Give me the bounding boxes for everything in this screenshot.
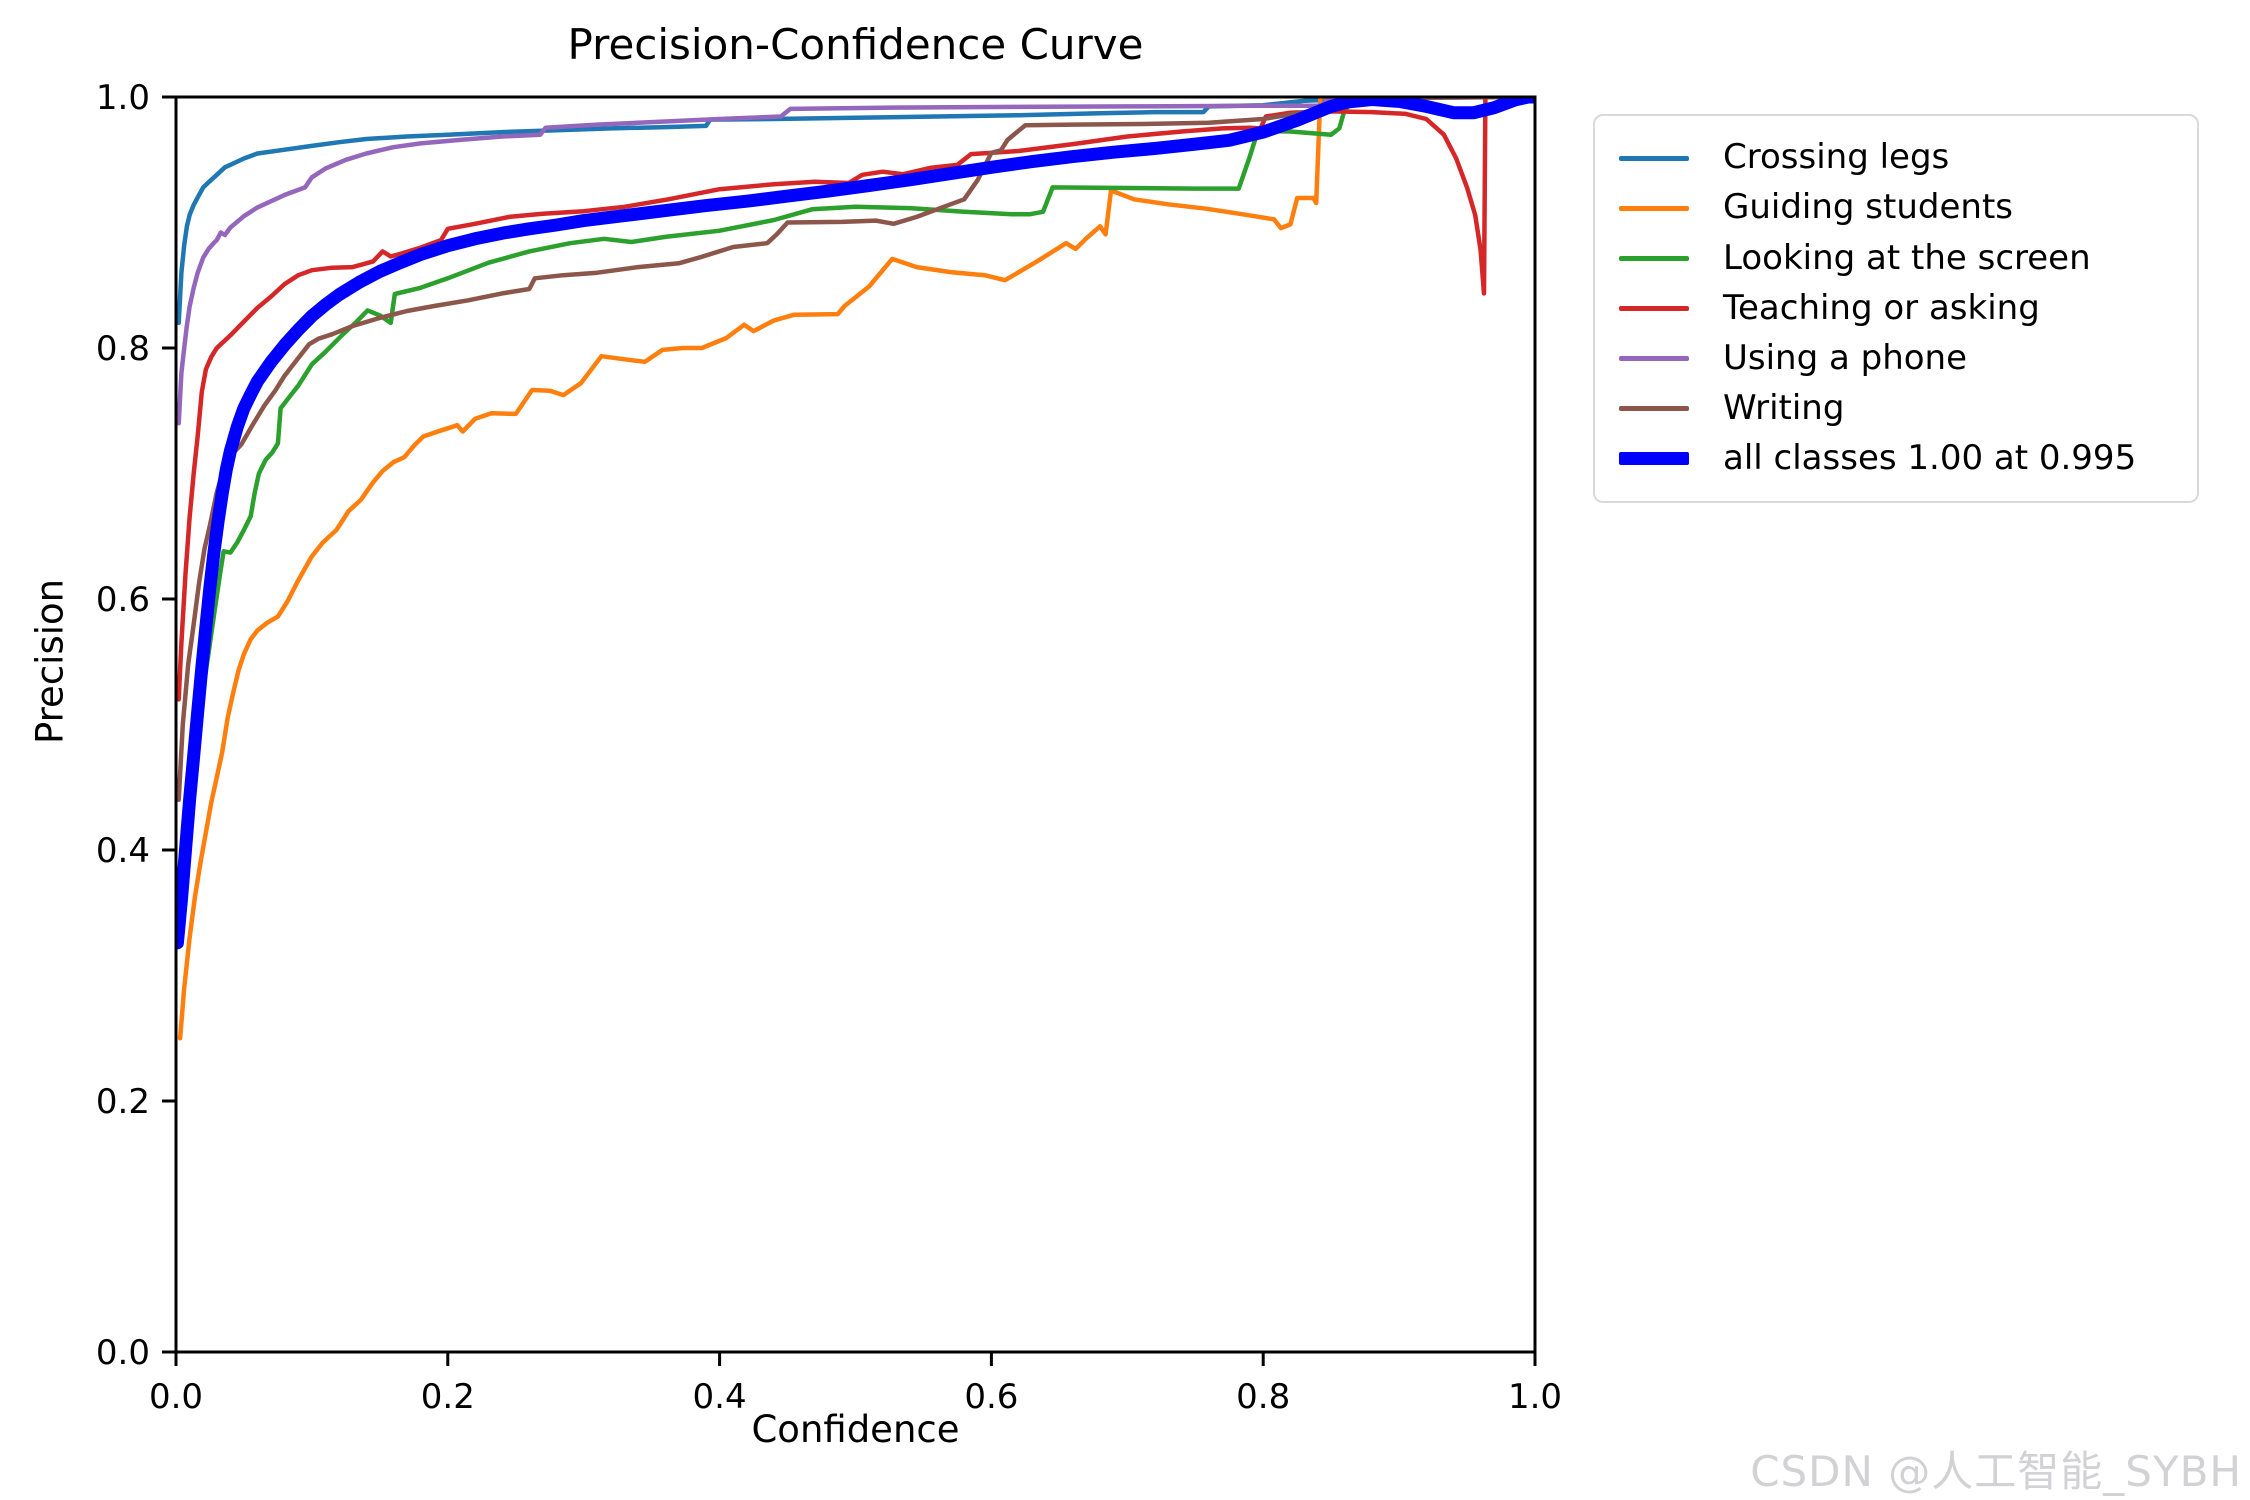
legend-item: all classes 1.00 at 0.995 [1619, 437, 2173, 481]
series-line-teaching-or-asking [176, 97, 1535, 702]
series-line-looking-at-the-screen [176, 97, 1535, 890]
y-tick-label: 0.8 [96, 329, 150, 369]
legend-item: Writing [1619, 387, 2173, 431]
legend-label: Using a phone [1723, 337, 1968, 378]
legend-item: Looking at the screen [1619, 236, 2173, 280]
legend-swatch [1619, 305, 1689, 311]
x-tick-label: 0.0 [149, 1377, 203, 1417]
x-tick-label: 0.2 [421, 1377, 475, 1417]
watermark-text: CSDN @人工智能_SYBH [1750, 1447, 2242, 1496]
legend-label: Writing [1723, 388, 1845, 429]
series-line-using-a-phone [176, 97, 1535, 426]
y-tick-label: 0.4 [96, 831, 150, 871]
x-tick-label: 1.0 [1508, 1377, 1562, 1417]
y-axis-label: Precision [28, 578, 72, 744]
legend-swatch [1619, 205, 1689, 211]
x-axis-label: Confidence [751, 1408, 960, 1451]
y-tick-label: 1.0 [96, 78, 150, 118]
legend-label: Looking at the screen [1723, 237, 2091, 278]
legend: Crossing legs Guiding students Looking at … [1593, 114, 2199, 503]
series-line-guiding-students [177, 97, 1535, 1041]
axis-ticks: 0.0 0.2 0.4 0.6 0.8 1.0 0.0 0.2 0.4 0.6 0.8 1.0 [96, 78, 1562, 1417]
legend-item: Guiding students [1619, 186, 2173, 230]
legend-label: Teaching or asking [1723, 287, 2040, 328]
legend-swatch [1619, 406, 1689, 412]
series-lines [176, 97, 1535, 1041]
legend-label: all classes 1.00 at 0.995 [1723, 438, 2137, 479]
legend-item: Teaching or asking [1619, 286, 2173, 330]
series-line-crossing-legs [176, 97, 1535, 326]
legend-label: Crossing legs [1723, 137, 1950, 178]
legend-swatch [1619, 155, 1689, 161]
legend-swatch [1619, 356, 1689, 362]
y-tick-label: 0.0 [96, 1333, 150, 1373]
plot-frame [174, 95, 1537, 1354]
legend-swatch [1619, 452, 1689, 466]
legend-item: Using a phone [1619, 337, 2173, 381]
series-line-writing [176, 97, 1535, 803]
y-tick-label: 0.6 [96, 580, 150, 620]
x-tick-label: 0.6 [964, 1377, 1018, 1417]
x-tick-label: 0.4 [693, 1377, 747, 1417]
x-tick-label: 0.8 [1236, 1377, 1290, 1417]
legend-item: Crossing legs [1619, 136, 2173, 180]
legend-label: Guiding students [1723, 187, 2013, 228]
chart-title: Precision-Confidence Curve [567, 20, 1144, 69]
y-tick-label: 0.2 [96, 1082, 150, 1122]
legend-swatch [1619, 255, 1689, 261]
series-line-all-classes-1-00-at-0-995 [176, 97, 1535, 950]
